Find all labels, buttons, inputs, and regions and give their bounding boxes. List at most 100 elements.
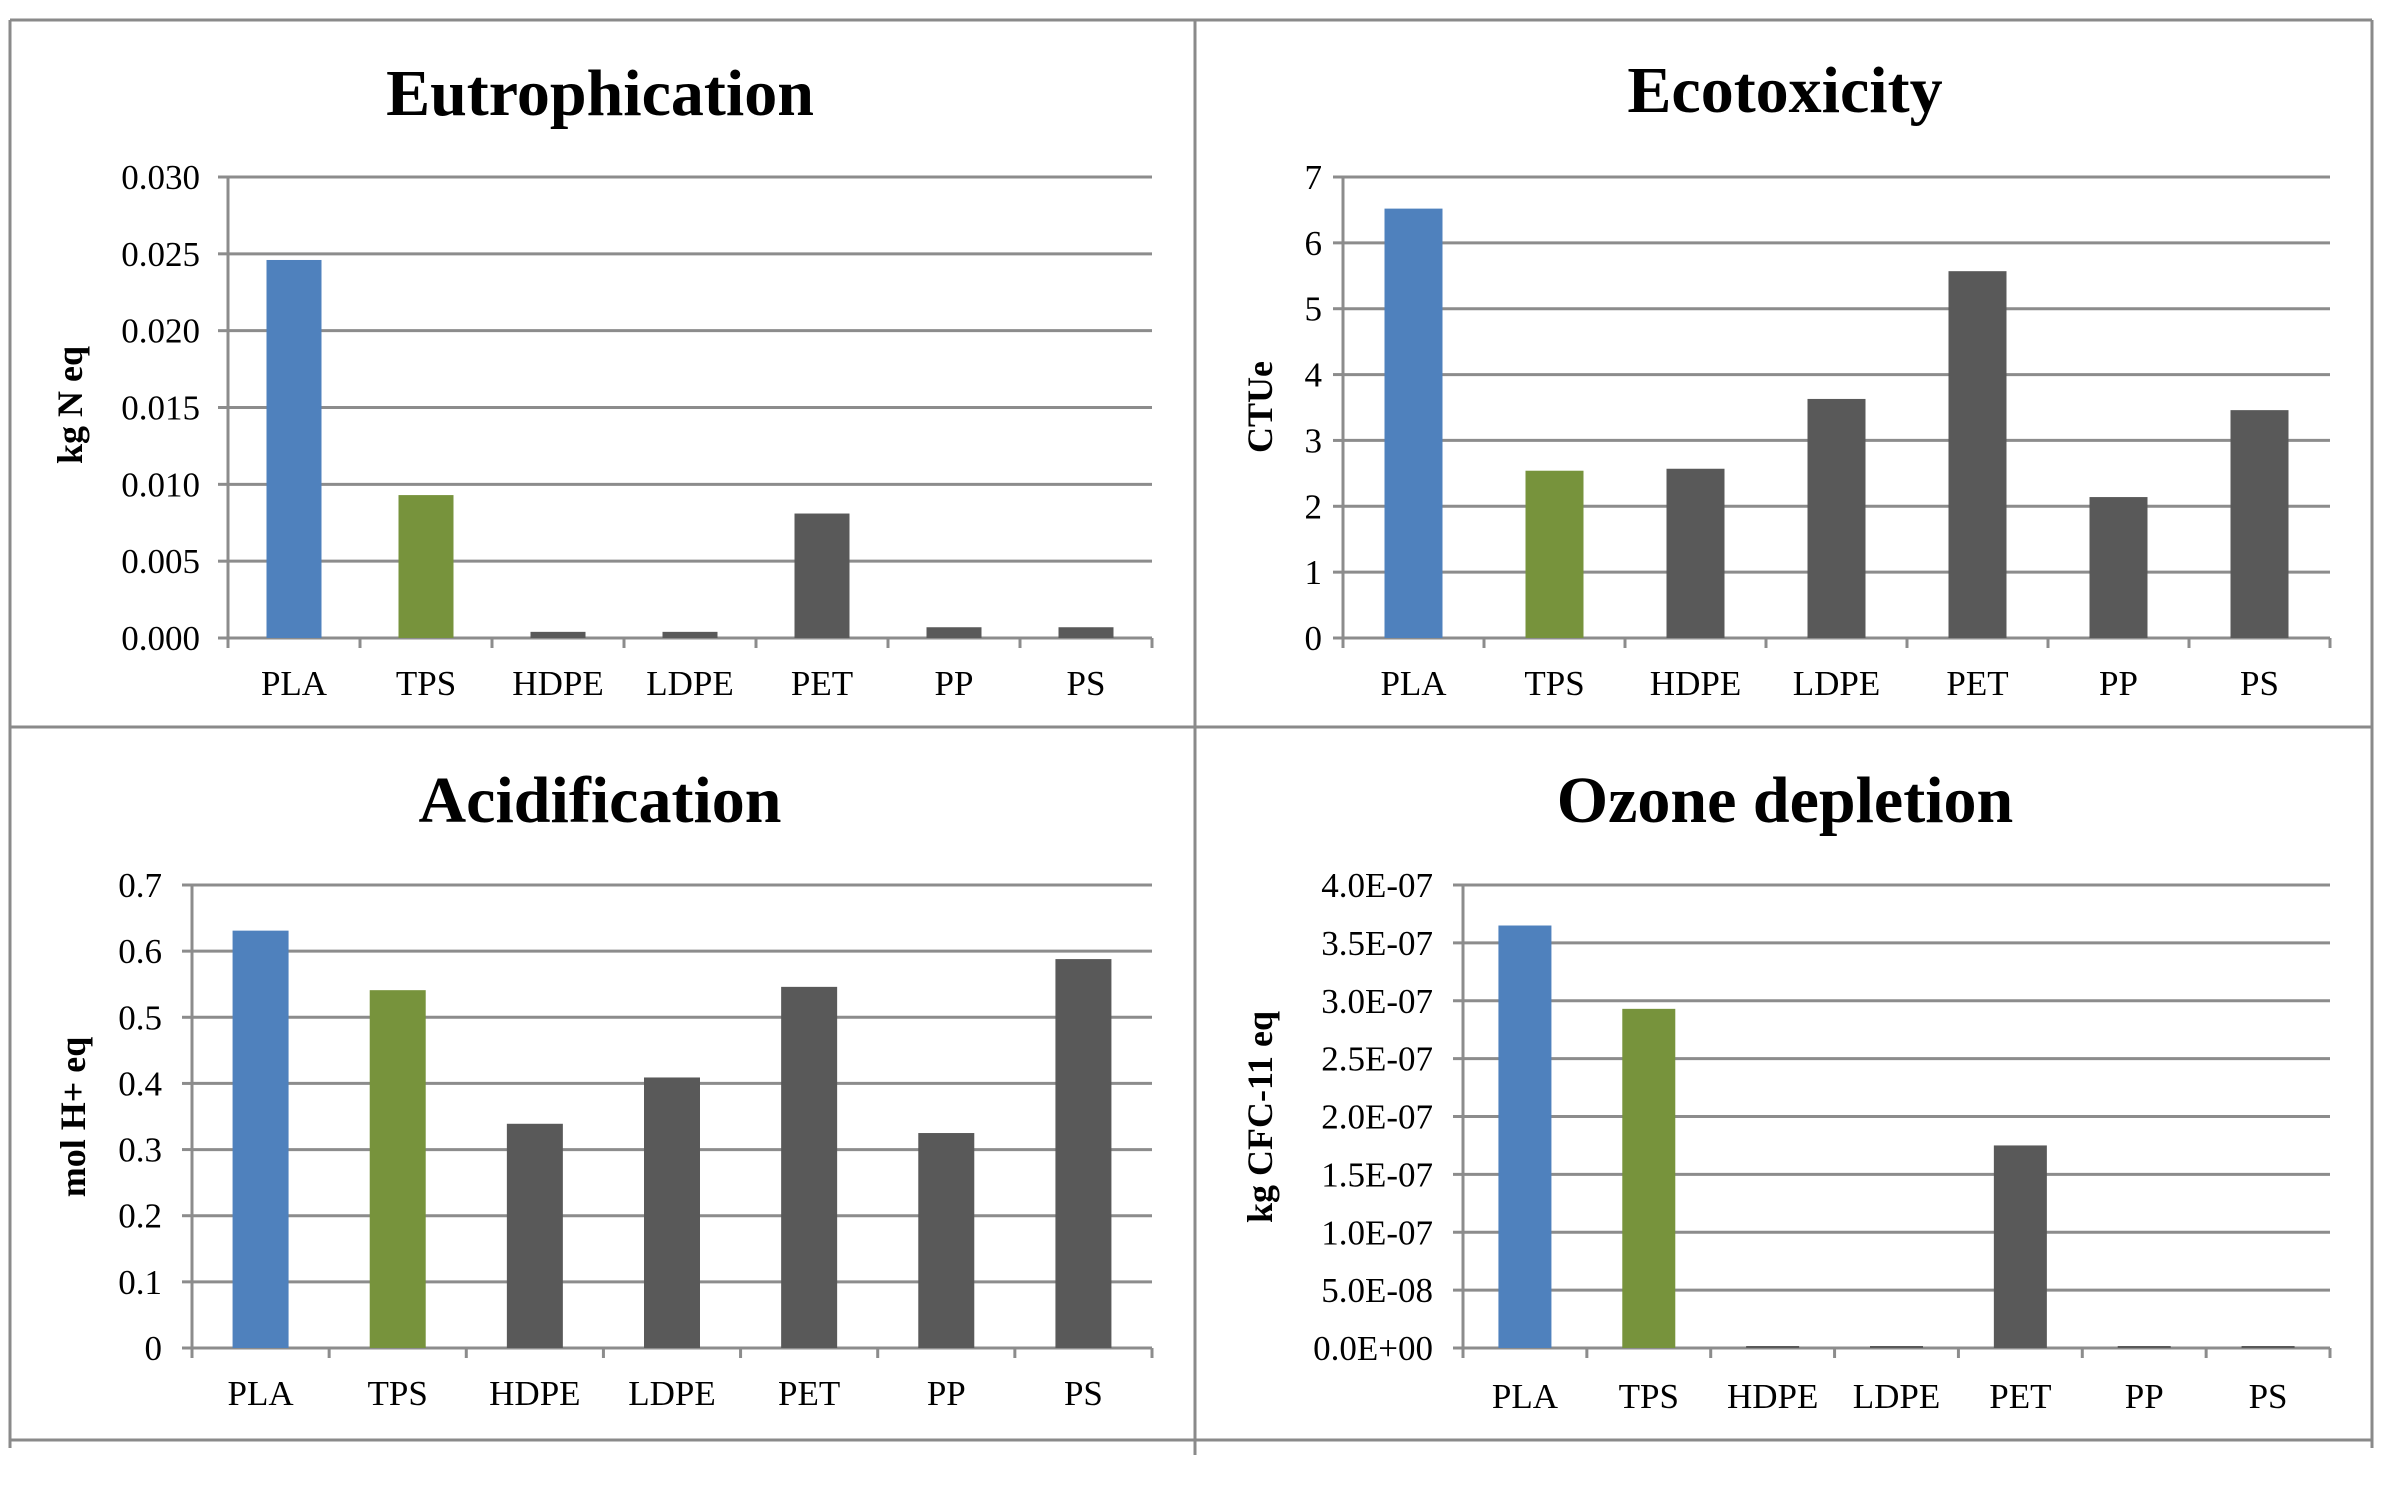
x-tick-label: HDPE xyxy=(1650,664,1741,703)
panel-frame xyxy=(8,18,2374,1455)
bar-pet xyxy=(1948,271,2007,638)
x-tick-label: TPS xyxy=(368,1374,428,1413)
bar-pet xyxy=(794,513,850,638)
y-tick-label: 7 xyxy=(1305,158,1323,197)
x-tick-label: PLA xyxy=(228,1374,295,1413)
bar-hdpe xyxy=(1666,468,1725,638)
bar-ldpe xyxy=(1870,1346,1923,1348)
x-tick-label: PLA xyxy=(261,664,328,703)
x-tick-label: PET xyxy=(778,1374,840,1413)
y-tick-label: 0.010 xyxy=(121,465,200,504)
chart-panel-4: Ozone depletion kg CFC-11 eq 0.0E+00 5.0E-0… xyxy=(1240,764,2332,1416)
y-axis-label: CTUe xyxy=(1240,361,1280,453)
chart-title: Acidification xyxy=(419,764,782,837)
y-tick-label: 4 xyxy=(1305,356,1323,395)
x-tick-label: HDPE xyxy=(1727,1377,1818,1416)
y-tick-label: 4.0E-07 xyxy=(1321,866,1433,905)
bar-pp xyxy=(926,627,982,638)
y-tick-label: 2 xyxy=(1305,487,1323,526)
bar-ps xyxy=(2241,1346,2295,1348)
y-axis-label: kg CFC-11 eq xyxy=(1240,1011,1280,1223)
bar-pla xyxy=(1384,208,1443,638)
y-tick-label: 0.3 xyxy=(118,1131,162,1170)
bar-pla xyxy=(266,259,322,638)
x-tick-label: PS xyxy=(2240,664,2279,703)
x-tick-label: PP xyxy=(935,664,974,703)
x-tick-label: TPS xyxy=(396,664,456,703)
chart-panel-1: Eutrophication kg N eq 0.000 0.005 0.010 0.01… xyxy=(50,57,1154,703)
y-tick-label: 6 xyxy=(1305,224,1323,263)
y-tick-label: 2.0E-07 xyxy=(1321,1098,1433,1137)
y-tick-label: 3 xyxy=(1305,421,1323,460)
bar-tps xyxy=(1525,470,1584,638)
x-tick-label: PET xyxy=(1946,664,2008,703)
y-axis-label: kg N eq xyxy=(50,346,90,464)
x-tick-label: TPS xyxy=(1619,1377,1679,1416)
x-tick-label: LDPE xyxy=(628,1374,716,1413)
y-tick-label: 0.1 xyxy=(118,1263,162,1302)
y-tick-label: 2.5E-07 xyxy=(1321,1040,1433,1079)
y-tick-label: 0.4 xyxy=(118,1064,162,1103)
bar-tps xyxy=(398,495,454,638)
y-tick-label: 0.005 xyxy=(121,542,200,581)
bar-hdpe xyxy=(530,631,586,638)
bar-pet xyxy=(1993,1145,2047,1348)
x-tick-label: PP xyxy=(2099,664,2138,703)
x-tick-label: PS xyxy=(1067,664,1106,703)
x-tick-label: PLA xyxy=(1380,664,1447,703)
bar-hdpe xyxy=(1746,1346,1800,1348)
y-tick-label: 3.5E-07 xyxy=(1321,924,1433,963)
y-tick-label: 0 xyxy=(1305,619,1323,658)
y-axis-label: mol H+ eq xyxy=(53,1037,93,1198)
bar-tps xyxy=(369,990,426,1348)
y-tick-label: 0.5 xyxy=(118,998,162,1037)
x-tick-label: HDPE xyxy=(512,664,603,703)
bar-hdpe xyxy=(506,1123,563,1348)
chart-panel-2: Ecotoxicity CTUe 0 1 2 3 4 5 6 7 PLA TPS HDPE LDPE PET… xyxy=(1240,54,2332,703)
bar-ldpe xyxy=(1807,398,1866,638)
x-tick-label: LDPE xyxy=(1793,664,1881,703)
y-tick-label: 5.0E-08 xyxy=(1321,1271,1433,1310)
y-tick-label: 0.020 xyxy=(121,312,200,351)
bar-ps xyxy=(1055,959,1112,1348)
y-tick-label: 0.7 xyxy=(118,866,162,905)
chart-title: Ozone depletion xyxy=(1557,764,2014,837)
x-tick-label: PP xyxy=(2125,1377,2164,1416)
x-tick-label: HDPE xyxy=(489,1374,580,1413)
chart-panel-3: Acidification mol H+ eq 0 0.1 0.2 0.3 0.4 0.5 0.… xyxy=(53,764,1154,1413)
x-tick-label: LDPE xyxy=(646,664,734,703)
y-tick-label: 0.030 xyxy=(121,158,200,197)
bar-pp xyxy=(918,1133,975,1348)
y-tick-label: 0.6 xyxy=(118,932,162,971)
x-tick-label: PLA xyxy=(1492,1377,1559,1416)
x-tick-label: PP xyxy=(927,1374,966,1413)
bar-pla xyxy=(232,930,289,1348)
bar-ps xyxy=(1058,627,1114,638)
y-tick-label: 0.0E+00 xyxy=(1313,1329,1433,1368)
y-tick-label: 1 xyxy=(1305,553,1323,592)
x-tick-label: LDPE xyxy=(1853,1377,1941,1416)
y-tick-label: 1.0E-07 xyxy=(1321,1213,1433,1252)
bar-pla xyxy=(1498,925,1552,1348)
chart-title: Ecotoxicity xyxy=(1627,54,1942,127)
y-tick-label: 0.2 xyxy=(118,1197,162,1236)
y-tick-label: 1.5E-07 xyxy=(1321,1155,1433,1194)
x-tick-label: PET xyxy=(1989,1377,2051,1416)
chart-title: Eutrophication xyxy=(386,57,814,130)
bar-pp xyxy=(2117,1346,2171,1348)
y-tick-label: 0.015 xyxy=(121,389,200,428)
y-tick-label: 0 xyxy=(145,1329,163,1368)
y-tick-label: 5 xyxy=(1305,290,1323,329)
bar-pet xyxy=(781,986,838,1348)
bar-ps xyxy=(2230,410,2289,638)
bar-pp xyxy=(2089,497,2148,638)
bar-tps xyxy=(1622,1008,1676,1348)
bar-ldpe xyxy=(662,631,718,638)
y-tick-label: 3.0E-07 xyxy=(1321,982,1433,1021)
y-tick-label: 0.025 xyxy=(121,235,200,274)
y-tick-label: 0.000 xyxy=(121,619,200,658)
x-tick-label: TPS xyxy=(1524,664,1584,703)
bar-ldpe xyxy=(644,1077,700,1348)
